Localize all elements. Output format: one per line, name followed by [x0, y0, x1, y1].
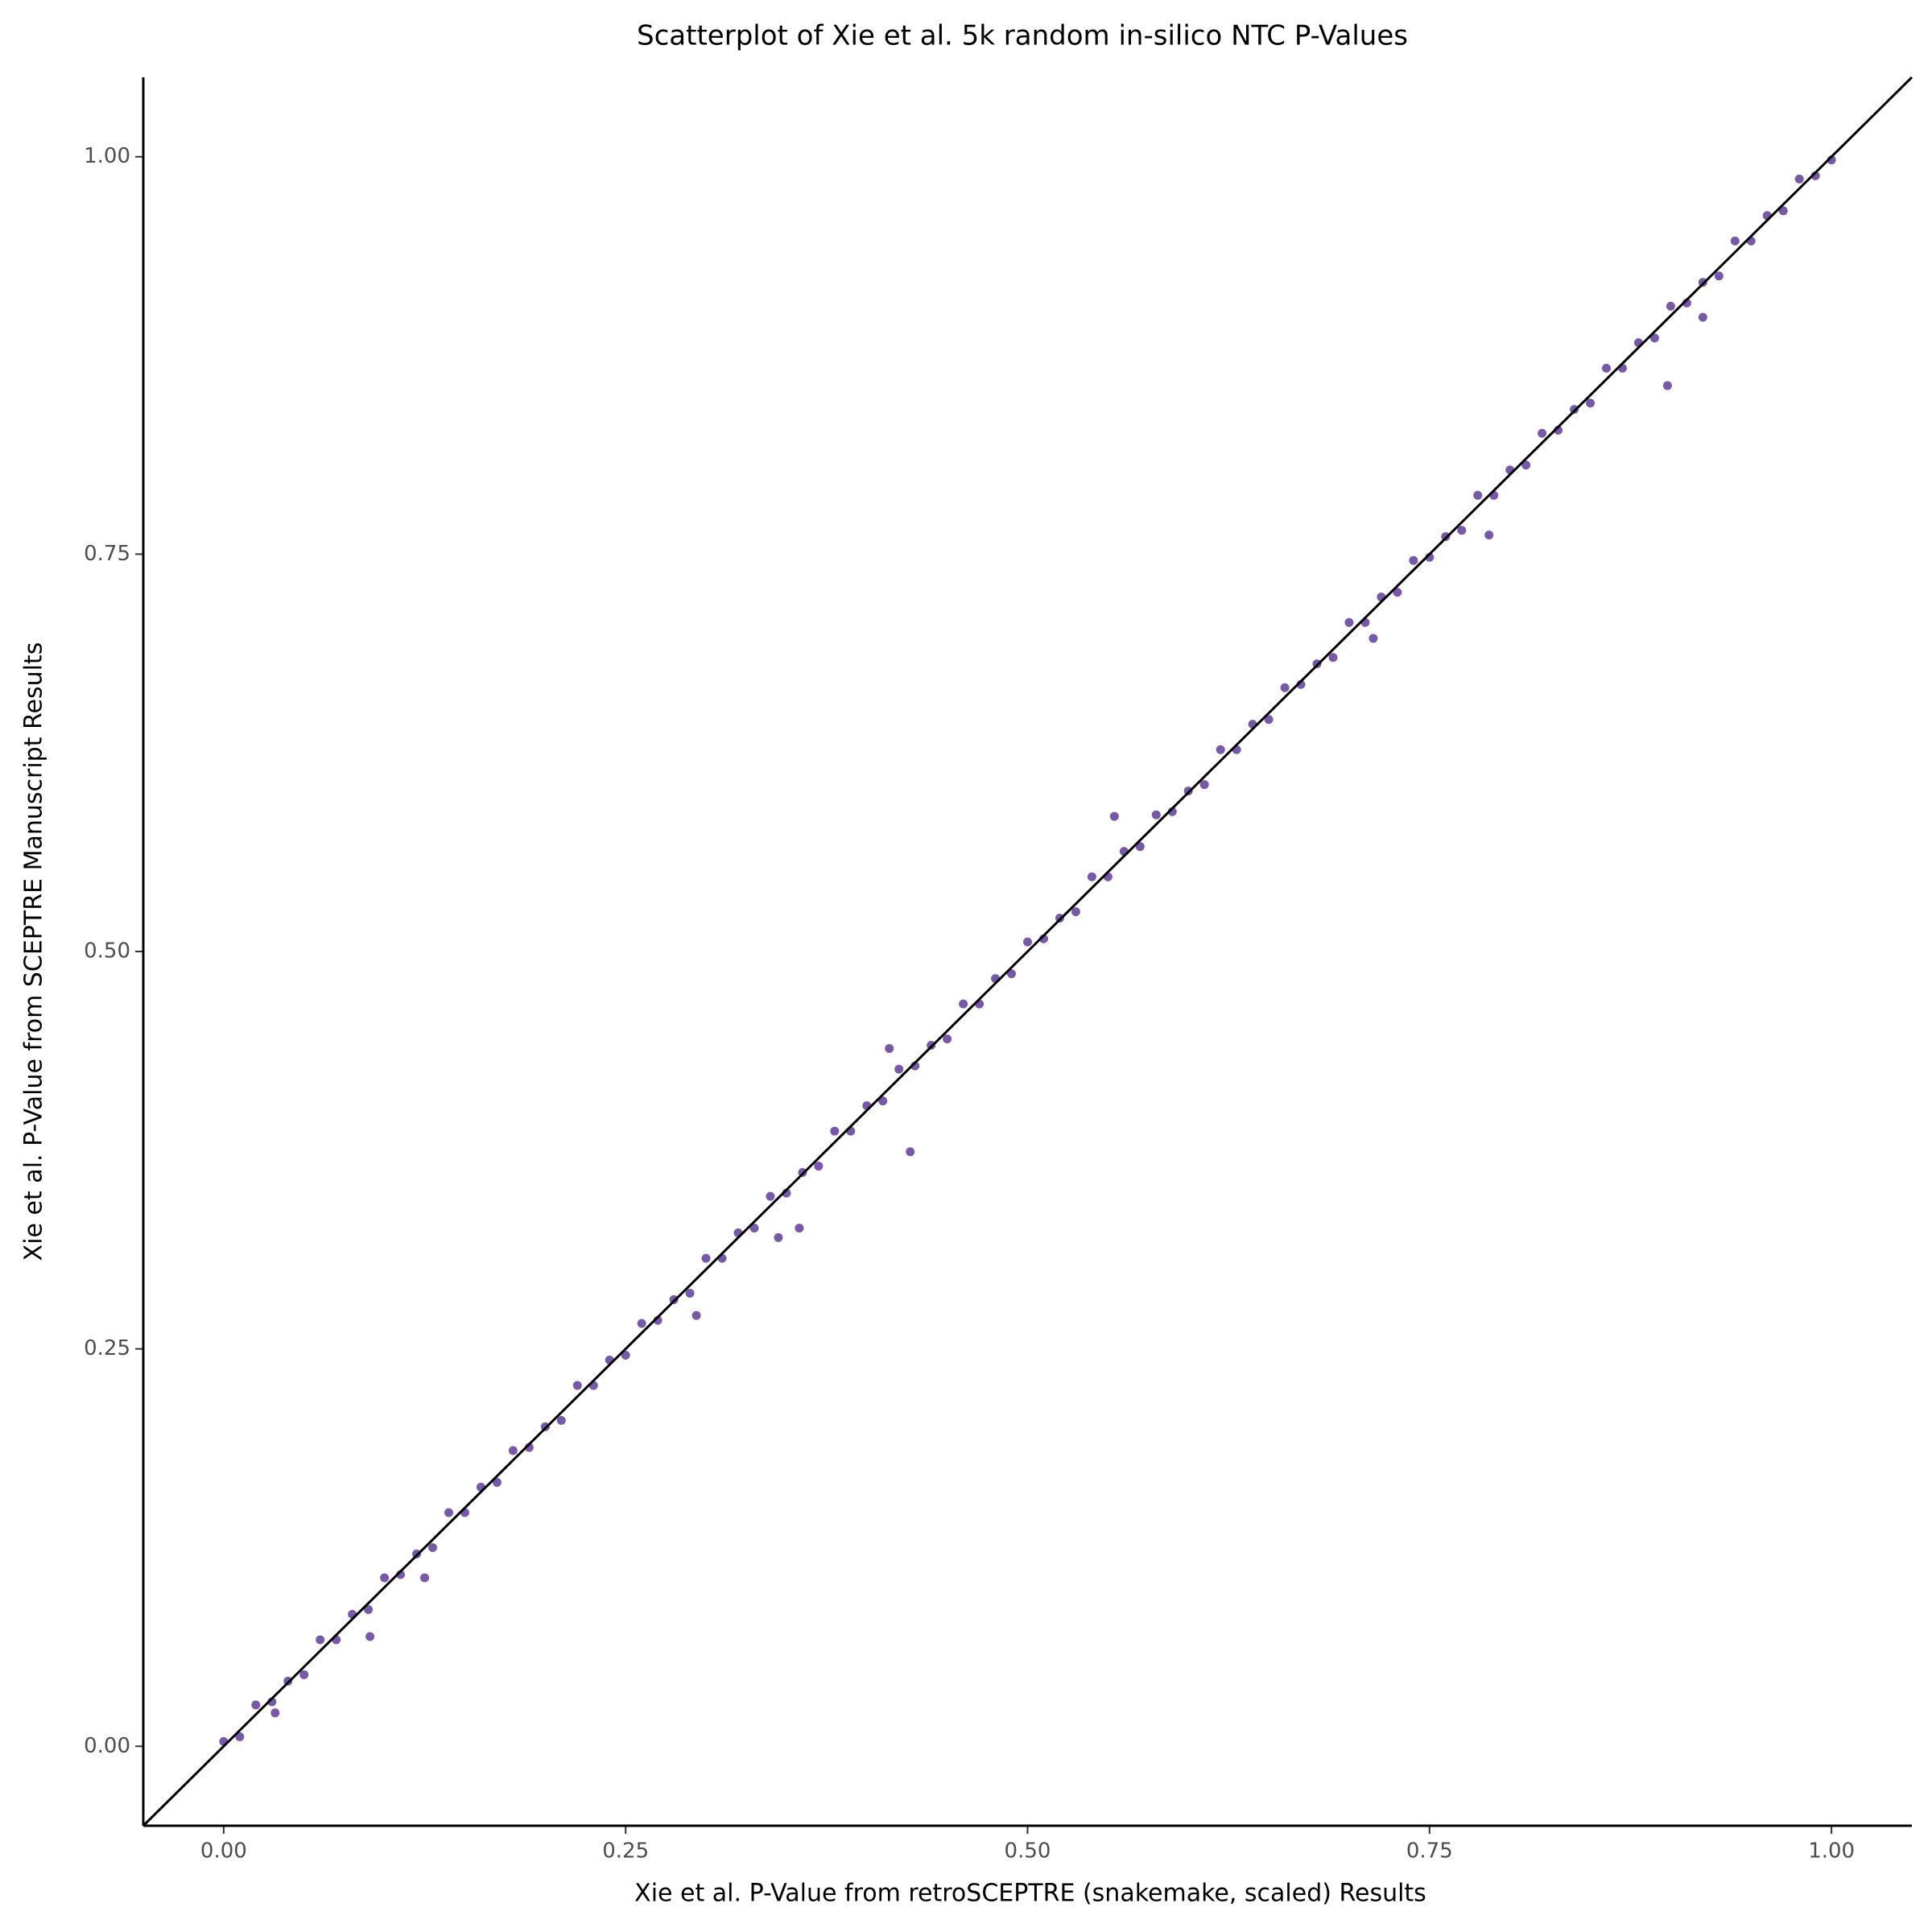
point [1586, 398, 1596, 408]
point [380, 1573, 390, 1583]
y-tick-label: 1.00 [84, 144, 130, 168]
point [1714, 271, 1724, 281]
point [1484, 530, 1494, 540]
point [685, 1289, 695, 1298]
point [1538, 428, 1547, 438]
point [1135, 842, 1145, 852]
point [1602, 363, 1612, 373]
x-tick-label: 0.50 [1005, 1839, 1051, 1864]
x-tick-label: 0.75 [1406, 1839, 1453, 1864]
point [1280, 683, 1290, 692]
point [959, 999, 968, 1009]
point [1109, 811, 1119, 821]
point [894, 1064, 904, 1074]
y-axis-title: Xie et al. P-Value from SCEPTRE Manuscri… [20, 642, 48, 1261]
point [830, 1126, 840, 1136]
point [1393, 588, 1402, 597]
point [1778, 206, 1788, 216]
point [444, 1508, 453, 1517]
point [766, 1191, 775, 1201]
point [749, 1224, 759, 1233]
point [1794, 174, 1804, 184]
point [1328, 653, 1338, 663]
point [885, 1043, 894, 1053]
point [251, 1700, 261, 1710]
point [428, 1542, 438, 1552]
point [1521, 460, 1531, 470]
y-tick-label: 0.75 [84, 542, 130, 566]
point [1666, 301, 1675, 311]
point [1023, 937, 1032, 947]
point [621, 1351, 630, 1360]
chart-title: Scatterplot of Xie et al. 5k random in-s… [637, 20, 1408, 52]
x-tick-label: 0.00 [200, 1839, 247, 1864]
identity-line [142, 76, 1913, 1827]
point [316, 1635, 325, 1645]
point [1071, 907, 1080, 917]
point [943, 1034, 952, 1044]
point [878, 1096, 888, 1106]
point [1730, 236, 1740, 246]
point [691, 1311, 701, 1320]
point [1698, 312, 1707, 322]
point [420, 1573, 430, 1583]
point [572, 1381, 582, 1390]
point [364, 1604, 374, 1614]
point [1007, 969, 1017, 979]
point [1457, 526, 1467, 535]
x-tick-label: 1.00 [1808, 1839, 1855, 1864]
point [1473, 490, 1483, 500]
y-tick-label: 0.25 [84, 1336, 130, 1360]
point [508, 1446, 518, 1455]
y-tick-label: 0.50 [84, 939, 130, 964]
point [1216, 745, 1225, 754]
point [1264, 715, 1274, 724]
point [299, 1670, 309, 1679]
point [814, 1162, 824, 1171]
point [235, 1732, 245, 1741]
point [1662, 381, 1672, 390]
point [492, 1477, 502, 1487]
point [906, 1147, 915, 1157]
point [556, 1415, 566, 1425]
point [774, 1232, 783, 1242]
point [1087, 872, 1096, 881]
point [637, 1319, 646, 1328]
point [1151, 810, 1161, 819]
point [1368, 634, 1378, 643]
point [365, 1632, 375, 1641]
x-tick-label: 0.25 [602, 1839, 649, 1864]
point [1344, 617, 1354, 627]
point [1649, 333, 1659, 343]
point [270, 1708, 280, 1718]
point [701, 1253, 711, 1263]
point [795, 1224, 804, 1233]
point [1409, 555, 1418, 565]
point [1199, 780, 1209, 790]
x-axis-title: Xie et al. P-Value from retroSCEPTRE (sn… [634, 1880, 1426, 1908]
y-tick-label: 0.00 [84, 1734, 130, 1758]
